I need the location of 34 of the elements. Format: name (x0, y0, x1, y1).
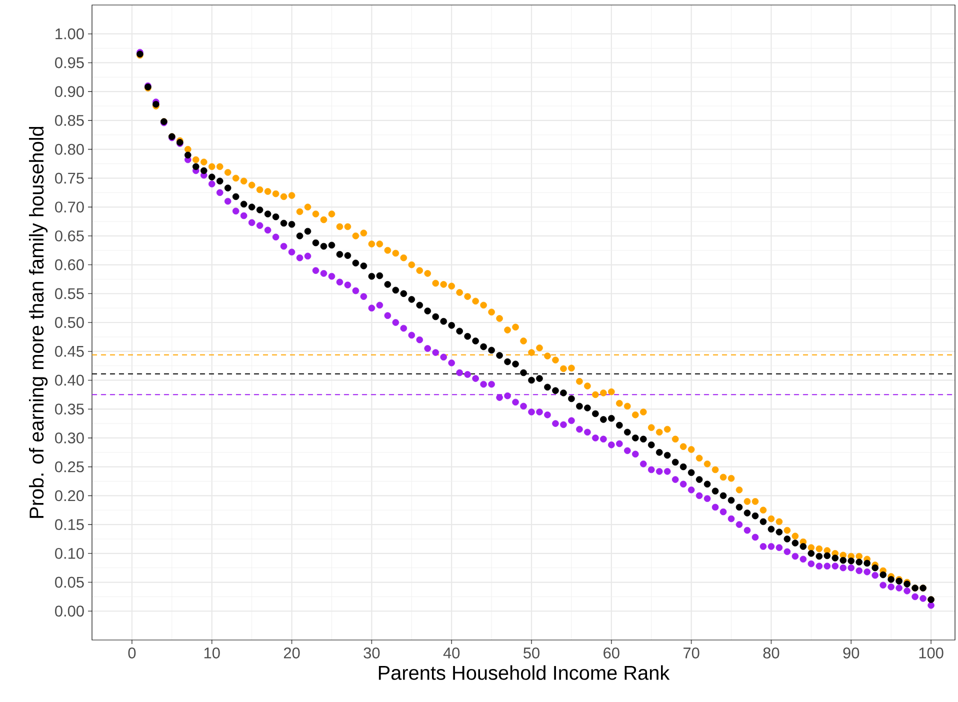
y-tick-label: 0.90 (55, 86, 84, 98)
y-tick-label: 1.00 (56, 28, 84, 40)
x-tick-label: 40 (443, 648, 460, 658)
y-tick-label: 0.75 (55, 172, 84, 184)
y-tick-label: 0.15 (55, 519, 84, 530)
y-tick-label: 0.50 (55, 317, 84, 328)
x-tick-label: 100 (919, 648, 944, 658)
y-tick-label: 0.95 (55, 57, 84, 68)
y-tick-label: 0.80 (55, 144, 84, 155)
x-tick-label: 50 (524, 648, 540, 658)
y-tick-label: 0.45 (55, 346, 84, 357)
x-tick-label: 80 (763, 648, 780, 658)
y-tick-label: 0.60 (55, 259, 84, 270)
y-axis-title: Prob. of earning more than family household (29, 126, 48, 518)
x-tick-label: 30 (364, 648, 380, 658)
y-tick-label: 0.25 (55, 461, 84, 472)
y-tick-label: 0.85 (55, 114, 84, 126)
y-tick-label: 0.55 (55, 288, 84, 300)
x-tick-label: 20 (284, 648, 300, 658)
y-tick-label: 0.35 (55, 404, 84, 415)
x-tick-label: 0 (128, 648, 136, 658)
x-tick-label: 70 (684, 648, 700, 658)
x-axis-title: Parents Household Income Rank (378, 665, 670, 680)
x-tick-label: 10 (204, 648, 220, 658)
y-tick-label: 0.65 (55, 230, 84, 242)
y-tick-label: 0.05 (55, 576, 84, 588)
y-tick-label: 0.40 (55, 374, 84, 386)
y-tick-label: 0.20 (55, 490, 84, 502)
y-tick-label: 0.70 (55, 202, 84, 213)
y-tick-label: 0.10 (55, 548, 84, 559)
x-tick-label: 60 (604, 648, 620, 658)
x-tick-label: 90 (843, 648, 860, 658)
y-tick-label: 0.00 (55, 606, 84, 617)
y-tick-label: 0.30 (55, 432, 84, 444)
